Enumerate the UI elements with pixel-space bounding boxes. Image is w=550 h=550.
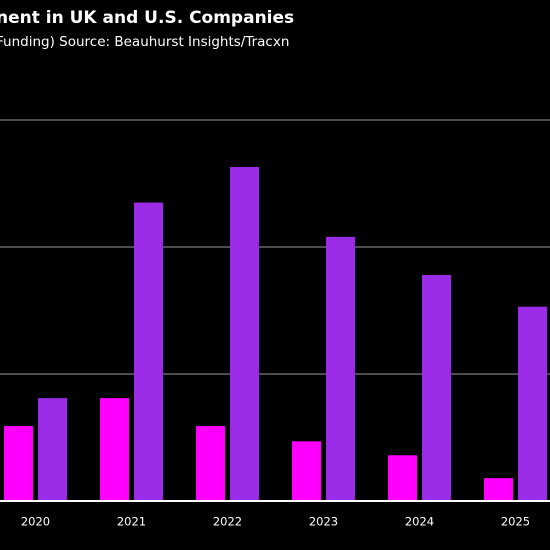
bar (196, 426, 225, 501)
x-tick-label: 2021 (117, 515, 146, 529)
bar (518, 306, 547, 501)
x-tick-label: 2023 (309, 515, 338, 529)
bar (326, 236, 355, 501)
bar (388, 455, 417, 501)
chart-title: nent in UK and U.S. Companies (0, 8, 294, 28)
bar (38, 398, 67, 501)
bar (4, 426, 33, 501)
bar (230, 166, 259, 502)
x-tick-label: 2022 (213, 515, 242, 529)
bar (100, 398, 129, 501)
x-tick-label: 2025 (501, 515, 530, 529)
bar (292, 441, 321, 501)
chart-subtitle: Funding) Source: Beauhurst Insights/Trac… (0, 34, 289, 50)
bar (134, 202, 163, 502)
x-tick-label: 2024 (405, 515, 434, 529)
bar (484, 478, 513, 501)
bar (422, 274, 451, 501)
x-tick-label: 2020 (21, 515, 50, 529)
